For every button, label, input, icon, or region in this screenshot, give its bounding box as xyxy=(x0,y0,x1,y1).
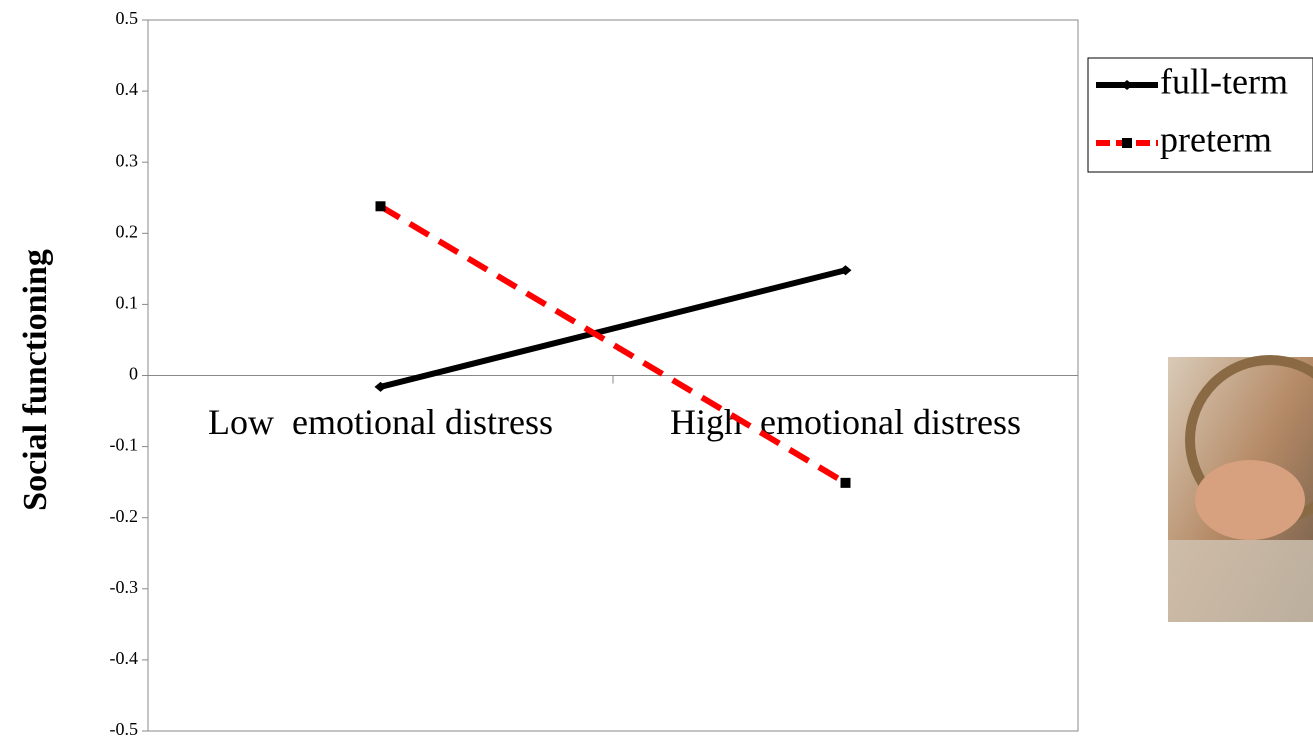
legend-label: full-term xyxy=(1160,61,1288,101)
photo xyxy=(1168,357,1313,622)
chart: Social functioning -0.5 -0.4 -0.3 -0.2 -0.1 0… xyxy=(0,0,1313,741)
y-tick-label: 0.3 xyxy=(116,150,139,170)
y-tick-label: -0.5 xyxy=(110,719,139,739)
y-tick-label: -0.2 xyxy=(110,506,139,526)
y-tick-label: 0.4 xyxy=(116,79,139,99)
marker xyxy=(841,478,851,488)
y-tick-label: 0.2 xyxy=(116,221,139,241)
y-tick-label: 0 xyxy=(129,364,138,384)
x-tick-label: High emotional distress xyxy=(670,402,1021,442)
y-tick-label: -0.4 xyxy=(110,648,139,668)
marker xyxy=(1122,138,1132,148)
y-tick-label: 0.1 xyxy=(116,293,139,313)
page: Social functioning -0.5 -0.4 -0.3 -0.2 -0.1 0… xyxy=(0,0,1313,741)
legend-label: preterm xyxy=(1160,119,1272,159)
marker xyxy=(376,201,386,211)
y-tick-label: -0.3 xyxy=(110,577,139,597)
x-tick-label: Low emotional distress xyxy=(208,402,553,442)
y-tick-label: -0.1 xyxy=(110,435,139,455)
series-line xyxy=(381,270,846,387)
y-axis-label: Social functioning xyxy=(17,249,54,511)
y-tick-label: 0.5 xyxy=(116,8,139,28)
